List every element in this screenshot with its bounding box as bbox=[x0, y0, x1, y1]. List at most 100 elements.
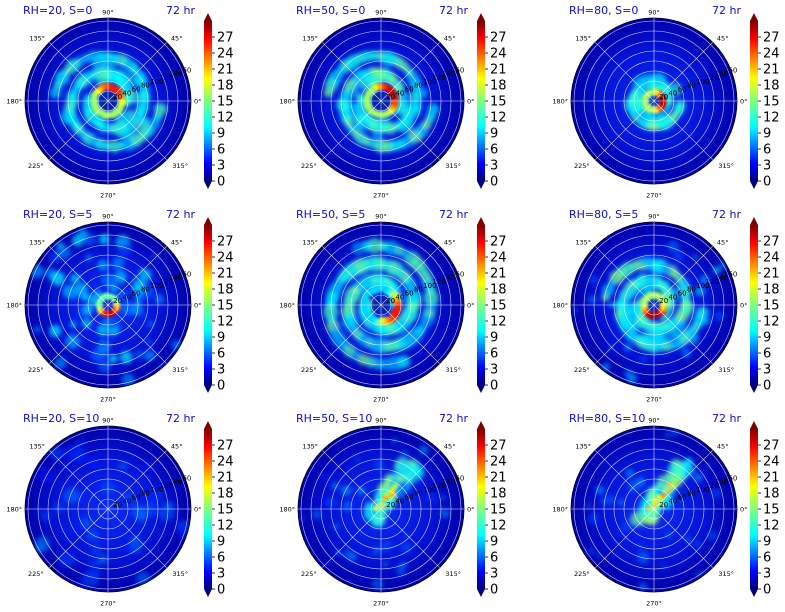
radial-tick-label: 160 bbox=[178, 474, 191, 482]
colorbar-tick-label: 0 bbox=[763, 379, 771, 394]
colorbar-tick-label: 27 bbox=[217, 439, 234, 454]
colorbar-gradient bbox=[477, 21, 485, 181]
angular-gridline bbox=[107, 304, 167, 364]
radial-tick-label: 80 bbox=[687, 286, 696, 294]
angular-tick-label: 90° bbox=[102, 9, 114, 17]
field-cell bbox=[82, 54, 91, 63]
field-cell bbox=[621, 286, 635, 300]
colorbar-tick-label: 3 bbox=[763, 363, 771, 378]
colorbar-tick-label: 12 bbox=[490, 111, 507, 126]
colorbar-tick-label: 12 bbox=[217, 111, 234, 126]
panel-3: 20 40 60 80 1001201401600°45°90°135°180°225°… bbox=[552, 4, 779, 200]
panel-time-label: 72 hr bbox=[166, 412, 195, 425]
angular-tick-label: 135° bbox=[302, 443, 318, 451]
field-cell bbox=[668, 529, 673, 534]
colorbar-tick-label: 3 bbox=[763, 159, 771, 174]
field-cell bbox=[440, 494, 446, 501]
angular-tick-label: 45° bbox=[717, 239, 729, 247]
radial-tick-label: 60 bbox=[132, 290, 141, 298]
angular-tick-label: 45° bbox=[171, 35, 183, 43]
angular-tick-label: 0° bbox=[740, 302, 747, 310]
field-cell bbox=[119, 243, 132, 256]
field-cell bbox=[154, 294, 165, 304]
radial-tick-label: 20 bbox=[113, 297, 122, 305]
colorbar-tick-label: 18 bbox=[763, 283, 780, 298]
panel-title: RH=20, S=5 bbox=[23, 208, 92, 221]
angular-tick-label: 0° bbox=[194, 98, 201, 106]
angular-tick-label: 90° bbox=[102, 213, 114, 221]
radial-tick-label: 20 bbox=[113, 501, 122, 509]
field-cell bbox=[344, 116, 353, 125]
panel-title: RH=80, S=10 bbox=[569, 412, 645, 425]
colorbar-extend-min bbox=[477, 385, 485, 393]
field-cell bbox=[332, 523, 339, 530]
panel-time-label: 72 hr bbox=[166, 4, 195, 17]
angular-tick-label: 135° bbox=[29, 35, 45, 43]
field-cell bbox=[60, 108, 76, 124]
field-cell bbox=[586, 503, 591, 509]
colorbar-tick-label: 24 bbox=[490, 251, 507, 266]
angular-tick-label: 45° bbox=[444, 239, 456, 247]
field-cell bbox=[652, 72, 667, 87]
colorbar-extend-min bbox=[477, 589, 485, 597]
radial-tick-label: 120 bbox=[159, 74, 172, 82]
radial-tick-label: 100 bbox=[696, 486, 709, 494]
colorbar-tick-label: 6 bbox=[763, 551, 771, 566]
angular-tick-label: 315° bbox=[172, 570, 188, 578]
field-cell bbox=[53, 501, 65, 514]
field-cell bbox=[672, 328, 685, 340]
angular-tick-label: 90° bbox=[375, 9, 387, 17]
radial-tick-label: 120 bbox=[705, 278, 718, 286]
angular-gridline bbox=[380, 100, 440, 160]
field-cell bbox=[628, 480, 640, 492]
colorbar-tick-label: 18 bbox=[217, 487, 234, 502]
field-cell bbox=[587, 295, 597, 304]
colorbar-tick-label: 18 bbox=[490, 79, 507, 94]
colorbar-tick-label: 27 bbox=[763, 31, 780, 46]
field-cell bbox=[400, 541, 412, 554]
colorbar-tick-label: 6 bbox=[217, 347, 225, 362]
field-cell bbox=[661, 280, 670, 289]
colorbar-tick-label: 27 bbox=[490, 235, 507, 250]
field-cell bbox=[673, 250, 684, 261]
field-cell bbox=[130, 304, 143, 316]
radial-tick-label: 20 bbox=[659, 93, 668, 101]
field-cell bbox=[50, 271, 65, 286]
radial-tick-label: 100 bbox=[423, 78, 436, 86]
radial-tick-label: 120 bbox=[432, 278, 445, 286]
field-cell bbox=[357, 487, 366, 496]
field-cell bbox=[382, 561, 388, 567]
field-cell bbox=[404, 508, 411, 514]
angular-tick-label: 225° bbox=[301, 366, 317, 374]
angular-gridline bbox=[653, 304, 713, 364]
angular-tick-label: 135° bbox=[29, 443, 45, 451]
colorbar-gradient bbox=[477, 225, 485, 385]
field-cell bbox=[380, 51, 396, 67]
field-cell bbox=[613, 541, 620, 548]
field-cell bbox=[328, 500, 334, 506]
colorbar-tick-label: 9 bbox=[217, 331, 225, 346]
radial-tick-label: 100 bbox=[150, 282, 163, 290]
angular-tick-label: 0° bbox=[194, 506, 201, 514]
angular-gridline bbox=[595, 42, 655, 102]
angular-tick-label: 90° bbox=[648, 9, 660, 17]
field-cell bbox=[427, 493, 437, 503]
angular-tick-label: 0° bbox=[194, 302, 201, 310]
field-cell bbox=[40, 511, 52, 522]
field-cell bbox=[696, 571, 702, 577]
field-cell bbox=[70, 273, 81, 284]
angular-tick-label: 135° bbox=[575, 443, 591, 451]
field-cell bbox=[379, 501, 385, 507]
field-cell bbox=[618, 499, 625, 506]
colorbar-tick-label: 0 bbox=[217, 379, 225, 394]
angular-tick-label: 225° bbox=[28, 162, 44, 170]
panel-title: RH=80, S=0 bbox=[569, 4, 638, 17]
field-cell bbox=[89, 558, 99, 568]
field-cell bbox=[141, 312, 148, 319]
field-cell bbox=[144, 350, 155, 361]
field-cell bbox=[685, 537, 692, 543]
colorbar-tick-label: 24 bbox=[490, 455, 507, 470]
colorbar-tick-label: 6 bbox=[763, 143, 771, 158]
field-cell bbox=[637, 273, 649, 285]
